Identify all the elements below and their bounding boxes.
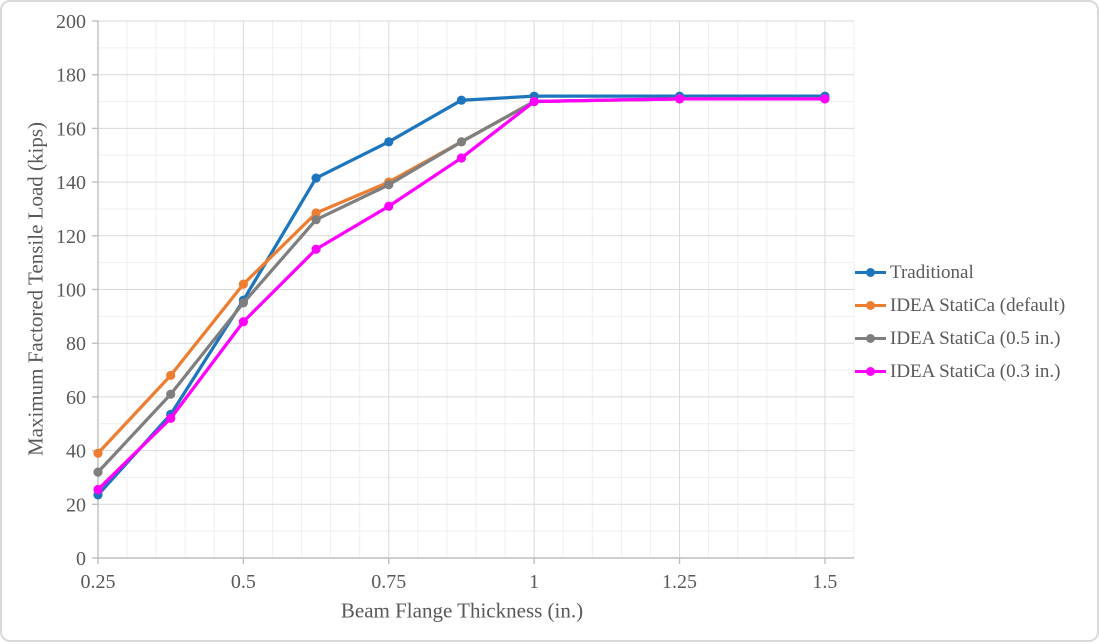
legend-item-2: IDEA StatiCa (0.5 in.) [854, 322, 1065, 355]
x-tick-label: 1.25 [662, 571, 697, 593]
legend-item-1: IDEA StatiCa (default) [854, 289, 1065, 322]
data-point-marker [166, 389, 176, 399]
data-point-marker [456, 95, 467, 105]
data-point-marker [93, 467, 103, 477]
legend-label: IDEA StatiCa (0.3 in.) [890, 360, 1061, 382]
x-tick-label: 1 [529, 571, 539, 593]
y-axis-title: Maximum Factored Tensile Load (kips) [23, 121, 48, 457]
y-tick-label: 80 [66, 333, 86, 355]
legend-item-3: IDEA StatiCa (0.3 in.) [854, 355, 1065, 388]
y-tick-label: 140 [56, 172, 86, 194]
y-tick-label: 120 [56, 226, 86, 248]
data-point-marker [311, 244, 321, 254]
data-point-marker [238, 298, 248, 308]
data-point-marker [311, 208, 321, 218]
x-tick-label: 1.5 [812, 571, 837, 593]
y-tick-label: 0 [76, 548, 86, 570]
data-point-marker [166, 413, 176, 423]
legend: Traditional IDEA StatiCa (default) IDEA St… [854, 256, 1065, 388]
y-tick-label: 160 [56, 118, 86, 140]
legend-marker-icon [855, 268, 886, 277]
data-point-marker [456, 153, 467, 163]
data-point-marker [384, 180, 394, 190]
y-tick-label: 180 [56, 65, 86, 87]
legend-marker-icon [855, 367, 886, 376]
y-tick-label: 60 [66, 387, 86, 409]
data-point-marker [384, 201, 394, 211]
x-tick-label: 0.75 [371, 571, 406, 593]
x-tick-label: 0.25 [81, 571, 116, 593]
data-point-marker [238, 279, 248, 289]
legend-label: Traditional [890, 261, 974, 283]
data-point-marker [311, 173, 321, 183]
data-point-marker [384, 137, 394, 147]
legend-label: IDEA StatiCa (0.5 in.) [890, 327, 1061, 349]
legend-item-0: Traditional [854, 256, 1065, 289]
data-point-marker [674, 94, 685, 104]
data-point-marker [820, 94, 830, 104]
y-tick-label: 100 [56, 280, 86, 302]
y-tick-label: 20 [66, 494, 86, 516]
data-point-marker [311, 215, 321, 225]
legend-label: IDEA StatiCa (default) [890, 294, 1066, 316]
data-point-marker [93, 448, 103, 458]
data-point-marker [166, 370, 176, 381]
y-tick-label: 40 [66, 441, 86, 463]
data-point-marker [93, 484, 103, 495]
data-point-marker [456, 137, 467, 147]
legend-marker-icon [855, 301, 886, 310]
x-axis-title: Beam Flange Thickness (in.) [340, 598, 584, 623]
series-line-1 [96, 97, 827, 455]
data-point-marker [529, 96, 539, 107]
y-tick-label: 200 [56, 11, 86, 33]
legend-marker-icon [855, 334, 886, 343]
data-point-marker [238, 317, 248, 327]
x-tick-label: 0.5 [231, 571, 256, 593]
